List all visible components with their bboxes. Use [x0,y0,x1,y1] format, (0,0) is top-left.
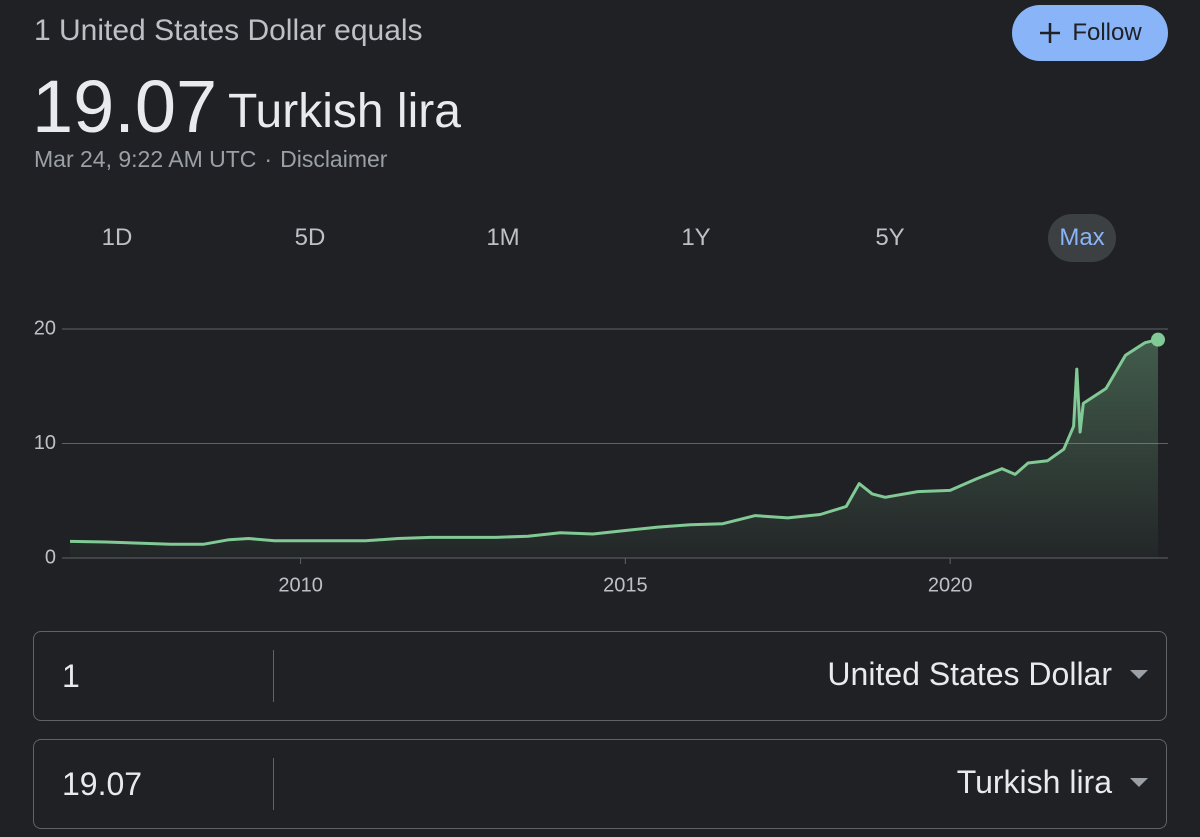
separator: · [264,146,273,172]
dropdown-arrow[interactable] [1130,670,1148,680]
from-amount[interactable]: 1 [62,658,80,694]
to-amount[interactable]: 19.07 [62,766,143,802]
follow-label: Follow [1072,19,1142,46]
line [69,338,1159,546]
range-option[interactable]: Max [1048,214,1116,262]
divider [273,650,274,702]
chart: 0 10 20 2010 2015 2020 [34,317,1168,596]
rate-value: 19.07 [32,65,218,148]
subtitle: 1 United States Dollar equals [34,14,423,47]
range-option[interactable]: 1D [101,224,133,251]
range-option[interactable]: 1Y [681,224,711,251]
range-option[interactable]: 5D [294,224,326,251]
to-currency[interactable]: Turkish lira [956,764,1112,800]
x-tick-label: 2010 [278,574,323,596]
disclaimer-link[interactable]: Disclaimer [280,146,388,172]
dropdown-arrow[interactable] [1130,778,1148,788]
follow-button[interactable]: Follow [1012,5,1168,61]
y-tick-label: 0 [45,546,56,568]
from-field[interactable]: 1 United States Dollar [33,631,1167,721]
range-option[interactable]: 1M [486,224,520,251]
timestamp: Mar 24, 9:22 AM UTC [34,146,257,172]
rate-unit: Turkish lira [228,85,461,138]
divider [273,758,274,810]
from-currency[interactable]: United States Dollar [827,656,1112,692]
timestamp-row: Mar 24, 9:22 AM UTC · Disclaimer [34,146,395,173]
range-option[interactable]: 5Y [875,224,905,251]
plus-icon [1040,23,1061,43]
end-point [1151,332,1165,347]
x-tick-label: 2020 [928,574,973,596]
area [70,339,1158,558]
y-tick-label: 20 [34,317,56,339]
to-field[interactable]: 19.07 Turkish lira [33,739,1167,829]
x-tick-label: 2015 [603,574,648,596]
y-tick-label: 10 [34,432,56,454]
